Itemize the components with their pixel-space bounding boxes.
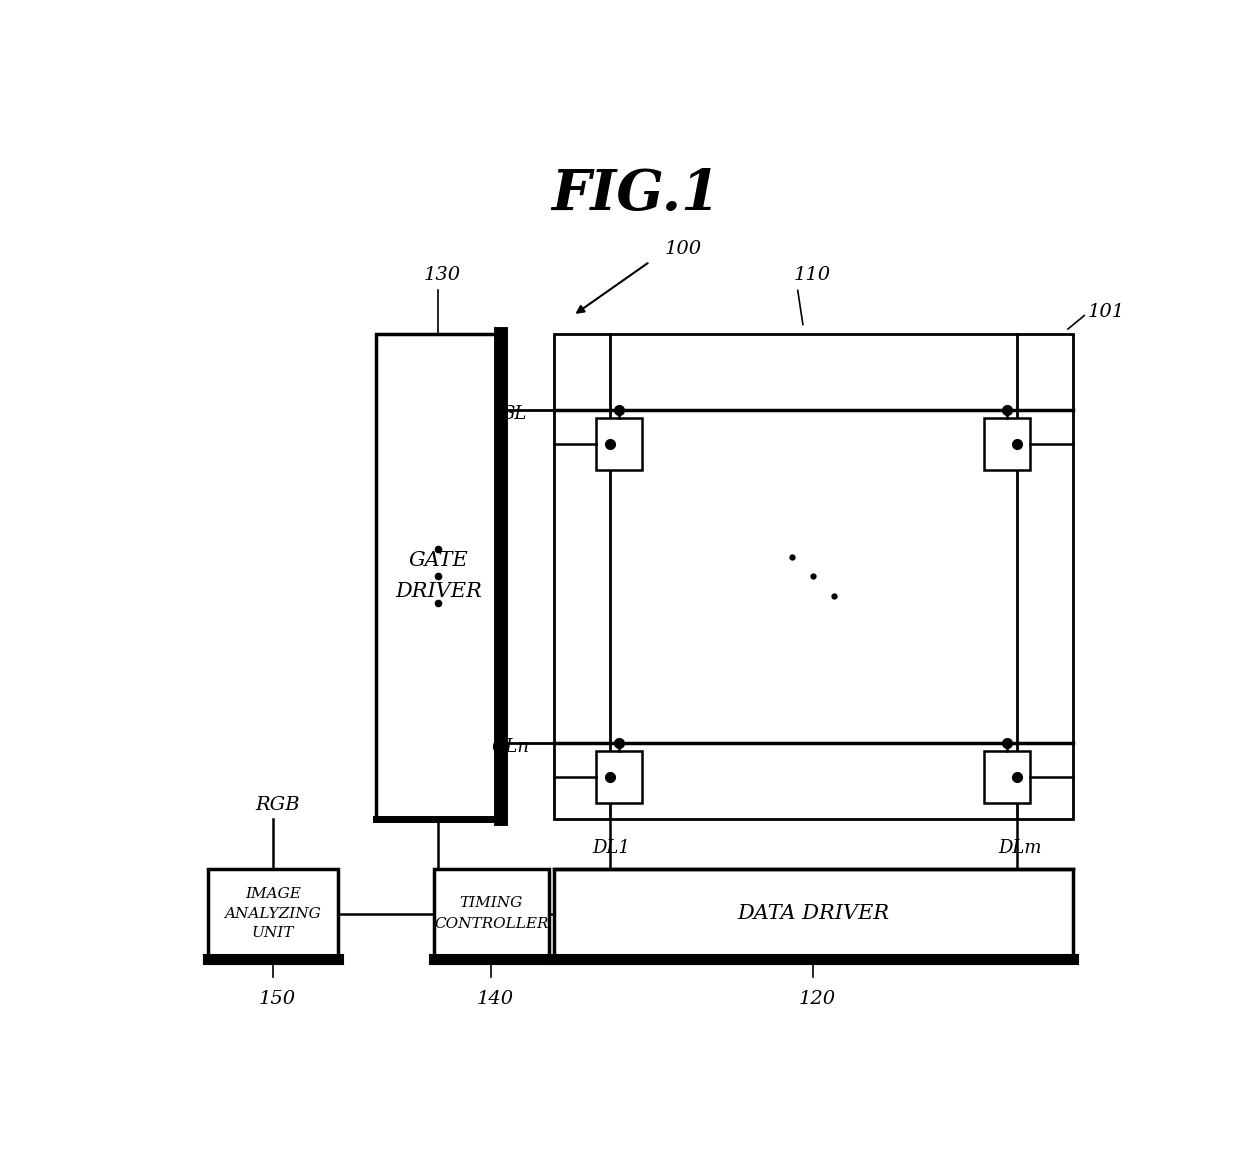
Text: FIG.1: FIG.1 [551, 167, 720, 222]
Text: GL: GL [501, 405, 527, 423]
Text: IMAGE
ANALYZING
UNIT: IMAGE ANALYZING UNIT [224, 888, 321, 940]
Text: 130: 130 [424, 265, 461, 284]
Text: RGB: RGB [255, 797, 300, 814]
Bar [596, 751, 642, 802]
Bar [596, 418, 642, 470]
Bar [554, 334, 1073, 819]
Bar [376, 334, 501, 819]
Bar [434, 869, 549, 959]
Bar [985, 751, 1030, 802]
Text: 101: 101 [1087, 304, 1125, 321]
Text: 110: 110 [794, 265, 831, 284]
Text: 120: 120 [799, 989, 836, 1008]
Bar [985, 418, 1030, 470]
Bar [208, 869, 337, 959]
Text: DLm: DLm [998, 840, 1042, 857]
Text: 150: 150 [258, 989, 295, 1008]
Text: DATA DRIVER: DATA DRIVER [738, 904, 889, 923]
Text: 100: 100 [665, 241, 702, 258]
Text: GATE
DRIVER: GATE DRIVER [396, 551, 482, 602]
Text: GLn: GLn [491, 738, 529, 756]
Text: 140: 140 [477, 989, 515, 1008]
Text: DL1: DL1 [593, 840, 630, 857]
Bar [554, 869, 1073, 959]
Text: TIMING
CONTROLLER: TIMING CONTROLLER [434, 896, 548, 931]
